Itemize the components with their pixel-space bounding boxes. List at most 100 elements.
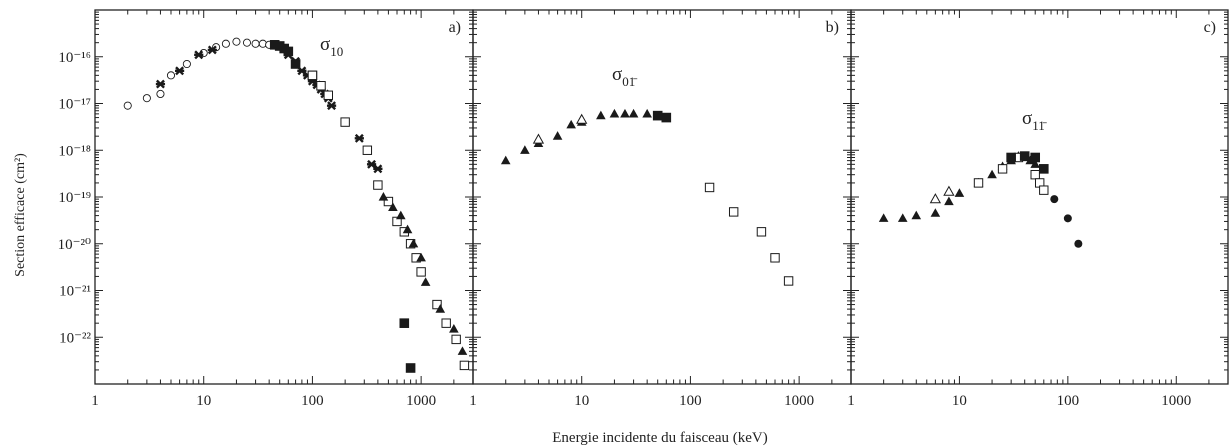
x-tick-label: 10	[196, 393, 211, 409]
series-filled-triangle	[500, 108, 652, 165]
x-tick-label: 10	[574, 393, 589, 409]
plot-frame	[94, 9, 474, 385]
data-point-filled-triangle	[416, 252, 426, 262]
data-point-open-square	[973, 178, 984, 188]
series-filled-square	[652, 110, 672, 123]
sigma-annotation: σ11̄	[1022, 108, 1047, 133]
data-point-open-square	[1039, 185, 1049, 195]
data-point-filled-square	[269, 40, 280, 50]
plot-frame	[472, 9, 852, 385]
data-point-open-circle	[232, 37, 241, 46]
data-point-open-square	[1030, 169, 1040, 180]
data-point-filled-triangle	[520, 145, 530, 154]
data-point-star	[366, 159, 377, 169]
data-point-filled-square	[652, 110, 663, 121]
data-point-filled-circle	[1050, 195, 1059, 204]
series-open-triangle	[929, 185, 955, 204]
data-point-filled-triangle	[930, 208, 941, 217]
data-point-open-triangle	[532, 133, 545, 144]
data-point-open-triangle	[929, 193, 942, 204]
data-point-filled-triangle	[420, 277, 431, 286]
data-point-star	[174, 66, 185, 76]
data-point-open-square	[416, 267, 426, 277]
series-filled-circle	[1050, 195, 1083, 248]
y-axis-label: Section efficace (cm²)	[13, 153, 28, 277]
data-point-filled-triangle	[388, 202, 398, 211]
data-point-open-square	[340, 117, 350, 127]
panel-label: a)	[449, 19, 461, 36]
x-tick-label: 1	[91, 393, 99, 409]
data-point-filled-square	[399, 318, 410, 328]
y-tick-label: 10⁻¹⁸	[58, 143, 91, 159]
series-open-square	[307, 70, 470, 371]
data-point-open-circle	[242, 38, 252, 47]
plot-frame	[850, 9, 1229, 385]
data-point-filled-triangle	[642, 108, 652, 118]
data-point-star	[194, 50, 204, 60]
series-filled-triangle	[378, 192, 468, 355]
y-tick-label: 10⁻¹⁶	[58, 50, 91, 66]
data-point-filled-triangle	[500, 155, 511, 165]
data-point-filled-triangle	[620, 108, 630, 118]
x-tick-label: 10	[952, 393, 967, 409]
data-point-filled-triangle	[408, 238, 419, 248]
data-point-open-circle	[221, 39, 230, 48]
data-point-filled-triangle	[395, 210, 406, 220]
data-point-open-square	[316, 81, 326, 91]
data-point-open-square	[728, 207, 739, 217]
data-point-star	[354, 133, 364, 143]
data-point-open-circle	[251, 39, 260, 48]
data-point-open-square	[997, 164, 1008, 174]
x-tick-label: 1000	[406, 393, 436, 409]
data-point-open-square	[323, 90, 334, 100]
data-point-filled-triangle	[566, 119, 576, 129]
data-point-filled-triangle	[449, 324, 459, 333]
data-point-filled-triangle	[378, 192, 389, 201]
data-point-filled-square	[405, 363, 416, 373]
data-point-star	[326, 101, 337, 111]
x-tick-label: 1	[469, 393, 477, 409]
data-point-filled-circle	[1063, 214, 1072, 223]
data-point-filled-square	[661, 112, 672, 123]
panel-label: b)	[826, 19, 839, 36]
series-filled-square	[1006, 151, 1049, 174]
data-point-filled-triangle	[457, 346, 468, 355]
data-point-filled-square	[1038, 164, 1049, 174]
data-point-filled-triangle	[596, 110, 606, 120]
data-point-filled-square	[1006, 152, 1016, 163]
data-point-open-square	[459, 360, 470, 371]
x-tick-label: 100	[679, 393, 702, 409]
data-point-filled-triangle	[1030, 159, 1041, 168]
data-point-open-circle	[182, 59, 191, 69]
data-point-open-triangle	[943, 185, 955, 196]
data-point-open-square	[432, 299, 442, 310]
data-point-open-square	[441, 318, 451, 328]
chart-panels: 1 10 100 1000 10⁻²² 10⁻²¹ 10⁻²⁰ 10⁻¹⁹ 10⁻¹⁸ 10⁻¹⁷…	[58, 9, 1229, 409]
data-point-open-triangle	[576, 113, 588, 124]
data-point-star	[207, 45, 217, 55]
data-point-filled-triangle	[944, 196, 954, 206]
data-point-filled-triangle	[628, 108, 639, 118]
data-point-open-square	[362, 145, 373, 155]
chart-panel-3: 1 10 100 1000 c) σ11̄	[847, 9, 1229, 409]
data-point-open-square	[373, 180, 383, 190]
chart-panel-1: 1 10 100 1000 10⁻²² 10⁻²¹ 10⁻²⁰ 10⁻¹⁹ 10⁻¹⁸ 10⁻¹⁷…	[58, 9, 474, 409]
data-point-open-square	[783, 276, 794, 286]
data-point-filled-triangle	[609, 108, 620, 118]
data-point-filled-triangle	[435, 304, 446, 313]
data-point-open-square	[383, 196, 394, 207]
data-point-open-circle	[166, 71, 176, 80]
x-tick-label: 1000	[784, 393, 814, 409]
data-point-filled-triangle	[402, 224, 413, 234]
data-point-filled-triangle	[911, 210, 922, 220]
data-point-open-square	[392, 216, 402, 227]
data-point-filled-square	[290, 59, 301, 69]
y-tick-label: 10⁻²⁰	[58, 237, 91, 253]
data-point-open-square	[770, 253, 780, 263]
y-tick-label: 10⁻²²	[59, 330, 91, 346]
x-tick-label: 100	[1057, 393, 1080, 409]
data-point-filled-triangle	[878, 213, 889, 222]
data-point-filled-square	[283, 46, 294, 57]
data-point-filled-square	[1019, 151, 1030, 161]
